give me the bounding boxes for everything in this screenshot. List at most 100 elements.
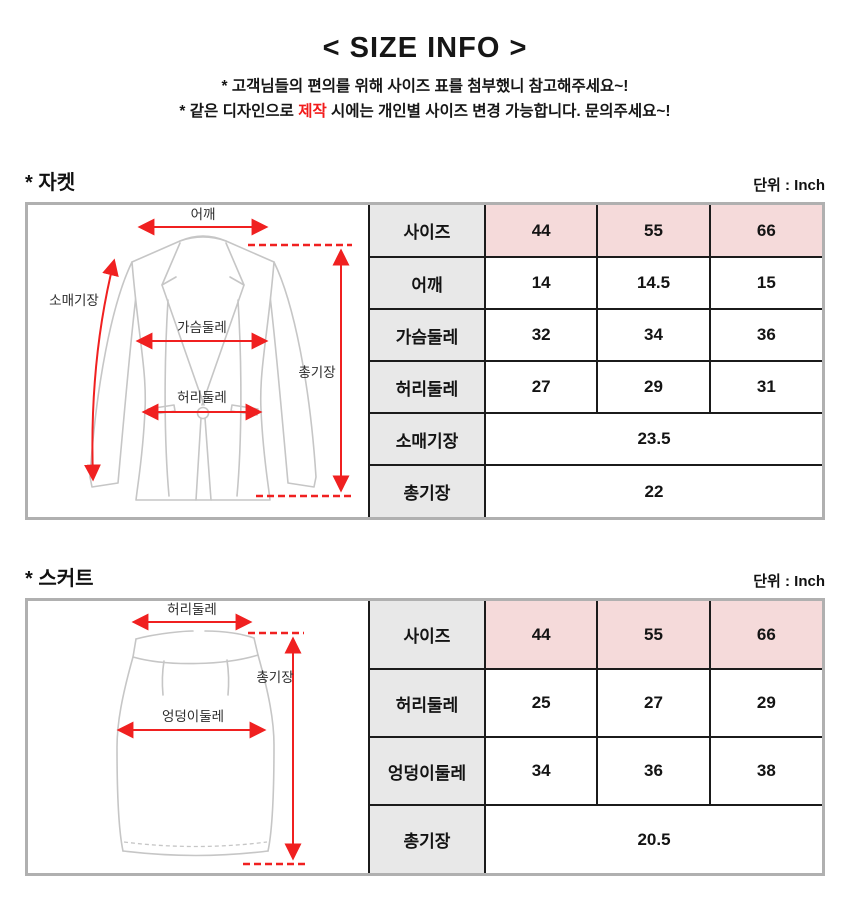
jacket-block: 어깨 소매기장 가슴둘레 허리둘레 총기장 [25,202,825,520]
subtitle-2-suffix: 시에는 개인별 사이즈 변경 가능합니다. 문의주세요~! [326,103,671,120]
skirt-hip-measure: 엉덩이둘레 [116,709,267,739]
jacket-lapel-notches [161,276,245,286]
size-cell: 55 [596,205,711,258]
table-row: 사이즈 44 55 66 [368,205,822,258]
page-header: < SIZE INFO > * 고객님들의 편의를 위해 사이즈 표를 첨부했니… [0,32,850,124]
jacket-section-head: * 자켓 단위 : Inch [25,166,825,195]
production-highlight: 제작 [298,103,327,120]
jacket-front-split [195,417,212,501]
value-cell: 14.5 [596,256,711,310]
size-header-cell: 사이즈 [368,205,486,258]
table-row: 어깨 14 14.5 15 [368,256,822,310]
jacket-length-measure: 총기장 [248,243,352,498]
measure-label-cell: 어깨 [368,256,486,310]
skirt-block: 허리둘레 엉덩이둘레 총기장 사이즈 44 [25,598,825,876]
sleeve-label: 소매기장 [49,293,99,308]
value-cell: 31 [708,360,822,414]
table-row: 허리둘레 25 27 29 [368,668,822,738]
jacket-unit-label: 단위 : Inch [753,177,825,194]
measure-label-cell: 엉덩이둘레 [368,736,486,806]
table-row: 소매기장 23.5 [368,412,822,466]
value-cell: 38 [708,736,822,806]
jacket-drawing: 어깨 소매기장 가슴둘레 허리둘레 총기장 [49,207,352,501]
measure-label-cell: 총기장 [368,804,486,873]
subtitle-line-2: * 같은 디자인으로 제작 시에는 개인별 사이즈 변경 가능합니다. 문의주세… [0,99,850,124]
jacket-collar [179,236,227,242]
measure-label-cell: 가슴둘레 [368,308,486,362]
merged-value-cell: 22 [484,464,822,517]
skirt-size-table: 사이즈 44 55 66 허리둘레 25 27 29 엉덩이둘레 34 36 3… [368,601,822,873]
measure-label-cell: 허리둘레 [368,668,486,738]
value-cell: 32 [483,308,599,362]
skirt-section-head: * 스커트 단위 : Inch [25,562,825,591]
value-cell: 29 [708,668,822,738]
skirt-diagram: 허리둘레 엉덩이둘레 총기장 [28,601,368,873]
jacket-waist-measure: 허리둘레 [141,390,263,421]
value-cell: 25 [483,668,599,738]
measure-label-cell: 총기장 [368,464,486,517]
skirt-section: * 스커트 단위 : Inch [25,562,825,876]
value-cell: 34 [483,736,599,806]
jacket-outline [89,235,317,501]
table-row: 총기장 20.5 [368,804,822,873]
shoulder-label: 어깨 [191,207,216,222]
measure-label-cell: 소매기장 [368,412,486,466]
jacket-sleeve-measure: 소매기장 [49,258,119,482]
size-cell: 66 [708,601,822,670]
skirt-outline [116,630,275,857]
value-cell: 29 [596,360,711,414]
jacket-chest-measure: 가슴둘레 [135,320,269,350]
page-title: < SIZE INFO > [322,32,528,64]
merged-value-cell: 20.5 [484,804,822,873]
waist-label: 허리둘레 [167,602,217,617]
jacket-shoulder-measure: 어깨 [137,207,269,236]
length-label: 총기장 [256,670,293,685]
size-cell: 44 [483,601,599,670]
table-row: 엉덩이둘레 34 36 38 [368,736,822,806]
jacket-section-title: * 자켓 [25,172,76,194]
size-cell: 55 [596,601,711,670]
subtitle-line-1: * 고객님들의 편의를 위해 사이즈 표를 첨부했니 참고해주세요~! [221,78,629,95]
hip-label: 엉덩이둘레 [162,709,224,724]
value-cell: 27 [596,668,711,738]
table-row: 가슴둘레 32 34 36 [368,308,822,362]
merged-value-cell: 23.5 [484,412,822,466]
value-cell: 27 [483,360,599,414]
jacket-seams [164,299,242,497]
size-cell: 44 [483,205,599,258]
waist-label: 허리둘레 [177,390,227,405]
table-row: 총기장 22 [368,464,822,517]
skirt-length-measure: 총기장 [243,631,306,866]
value-cell: 14 [483,256,599,310]
table-row: 사이즈 44 55 66 [368,601,822,670]
jacket-section: * 자켓 단위 : Inch [25,166,825,520]
value-cell: 15 [708,256,822,310]
table-row: 허리둘레 27 29 31 [368,360,822,414]
skirt-section-title: * 스커트 [25,568,94,590]
jacket-diagram: 어깨 소매기장 가슴둘레 허리둘레 총기장 [28,205,368,517]
jacket-body [131,235,275,501]
page-subtitles: * 고객님들의 편의를 위해 사이즈 표를 첨부했니 참고해주세요~! * 같은… [0,74,850,124]
skirt-right-side [257,654,275,852]
skirt-waistband-top [135,630,255,640]
jacket-size-table: 사이즈 44 55 66 어깨 14 14.5 15 가슴둘레 32 34 36 [368,205,822,517]
skirt-waist-measure: 허리둘레 [131,602,253,631]
value-cell: 34 [596,308,711,362]
skirt-hem [122,850,269,857]
chest-label: 가슴둘레 [177,320,227,335]
skirt-hem-stitch [123,841,268,848]
size-cell: 66 [708,205,822,258]
value-cell: 36 [708,308,822,362]
skirt-waistband [132,637,259,665]
subtitle-2-prefix: * 같은 디자인으로 [179,103,299,120]
measure-label-cell: 허리둘레 [368,360,486,414]
jacket-right-sleeve [266,261,317,488]
length-label: 총기장 [298,365,335,380]
skirt-left-side [116,656,134,852]
sleeve-arrow [83,258,119,482]
value-cell: 36 [596,736,711,806]
skirt-unit-label: 단위 : Inch [753,573,825,590]
skirt-drawing: 허리둘레 엉덩이둘레 총기장 [116,602,306,866]
size-header-cell: 사이즈 [368,601,486,670]
skirt-darts [161,659,230,696]
